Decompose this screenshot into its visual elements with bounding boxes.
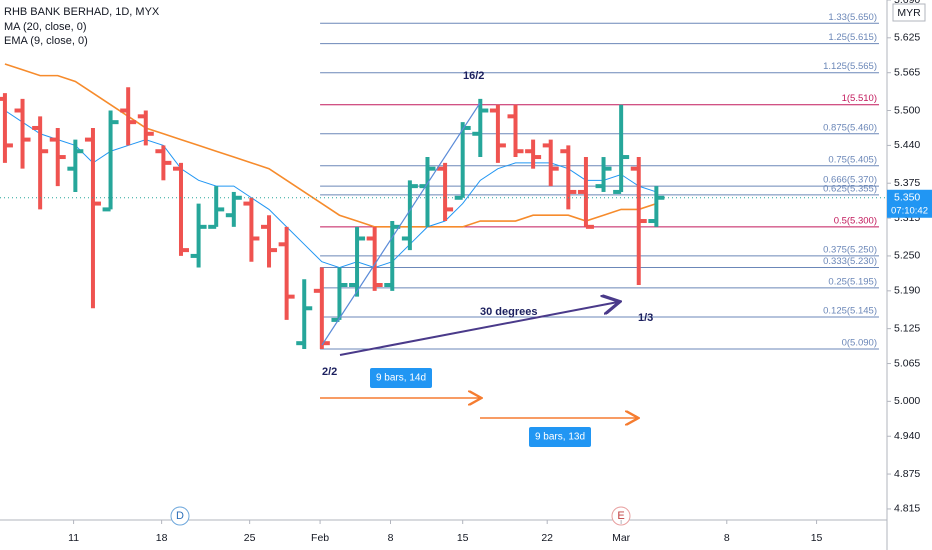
y-tick-label: 5.000 [894, 395, 920, 407]
fib-label: 0.25(5.195) [828, 276, 877, 287]
fib-label: 0.375(5.250) [823, 244, 877, 255]
fib-label: 1(5.510) [842, 93, 877, 104]
x-tick-label: 18 [156, 532, 168, 544]
fib-label: 0.875(5.460) [823, 122, 877, 133]
fib-label: 0.625(5.355) [823, 183, 877, 194]
y-tick-label: 5.440 [894, 139, 920, 151]
y-tick-label: 4.815 [894, 503, 920, 515]
event-marker-label: E [617, 510, 624, 522]
plot-area: 1.33(5.650) 1.25(5.615) 1.125(5.565) 1(5.51… [0, 12, 887, 350]
fib-label: 0.125(5.145) [823, 306, 877, 317]
event-marker[interactable] [170, 506, 190, 526]
event-marker-label: D [176, 510, 184, 522]
fib-label: 1.125(5.565) [823, 61, 877, 72]
x-tick-label: 11 [68, 532, 79, 544]
y-tick-label: 5.190 [894, 285, 920, 297]
legend-indicator: EMA (9, close, 0) [4, 35, 88, 47]
fib-label: 0.666(5.370) [823, 175, 877, 186]
last-price-badge [887, 189, 932, 218]
x-tick-label: Mar [612, 532, 631, 544]
currency-box[interactable] [892, 3, 926, 22]
annotation: 30 degrees [480, 306, 537, 318]
x-tick-label: 22 [541, 532, 553, 544]
event-marker[interactable] [611, 506, 631, 526]
badge-text: 9 bars, 14d [376, 373, 426, 384]
indicator-line [4, 110, 657, 269]
fib-label: 0(5.090) [842, 338, 877, 349]
last-price-label: 5.350 [894, 192, 920, 204]
x-tick-label: Feb [311, 532, 329, 544]
y-tick-label: 5.065 [894, 357, 920, 369]
y-tick-label: 4.940 [894, 430, 920, 442]
y-tick-label: 5.625 [894, 32, 920, 44]
countdown: 07:10:42 [891, 205, 928, 216]
annotation: 1/3 [638, 312, 653, 324]
x-tick-label: 25 [244, 532, 256, 544]
trend-line [321, 102, 481, 346]
fib-label: 0.333(5.230) [823, 256, 877, 267]
y-tick-label: 5.565 [894, 66, 920, 78]
x-tick-label: 15 [811, 532, 823, 544]
badge [529, 427, 591, 447]
fib-label: 1.25(5.615) [828, 32, 877, 43]
currency: MYR [897, 7, 921, 19]
annotation: 2/2 [322, 366, 337, 378]
badge-text: 9 bars, 13d [535, 432, 585, 443]
fib-label: 0.75(5.405) [828, 154, 877, 165]
y-tick-label: 5.250 [894, 250, 920, 262]
y-tick-label: 5.375 [894, 177, 920, 189]
indicator-line [4, 63, 657, 228]
badge [370, 368, 432, 388]
angle-arrow [339, 302, 618, 356]
legend-indicator: MA (20, close, 0) [4, 21, 87, 33]
y-tick-label: 5.690 [894, 0, 920, 6]
x-tick-label: 8 [724, 532, 730, 544]
y-tick-label: 5.125 [894, 322, 920, 334]
x-tick-label: 8 [388, 532, 394, 544]
fib-label: 0.5(5.300) [834, 215, 877, 226]
x-tick-label: 15 [457, 532, 469, 544]
y-tick-label: 5.500 [894, 104, 920, 116]
legend-title: RHB BANK BERHAD, 1D, MYX [4, 6, 160, 18]
annotation: 16/2 [463, 70, 484, 82]
fib-label: 1.33(5.650) [828, 12, 877, 23]
y-tick-label: 4.875 [894, 468, 920, 480]
